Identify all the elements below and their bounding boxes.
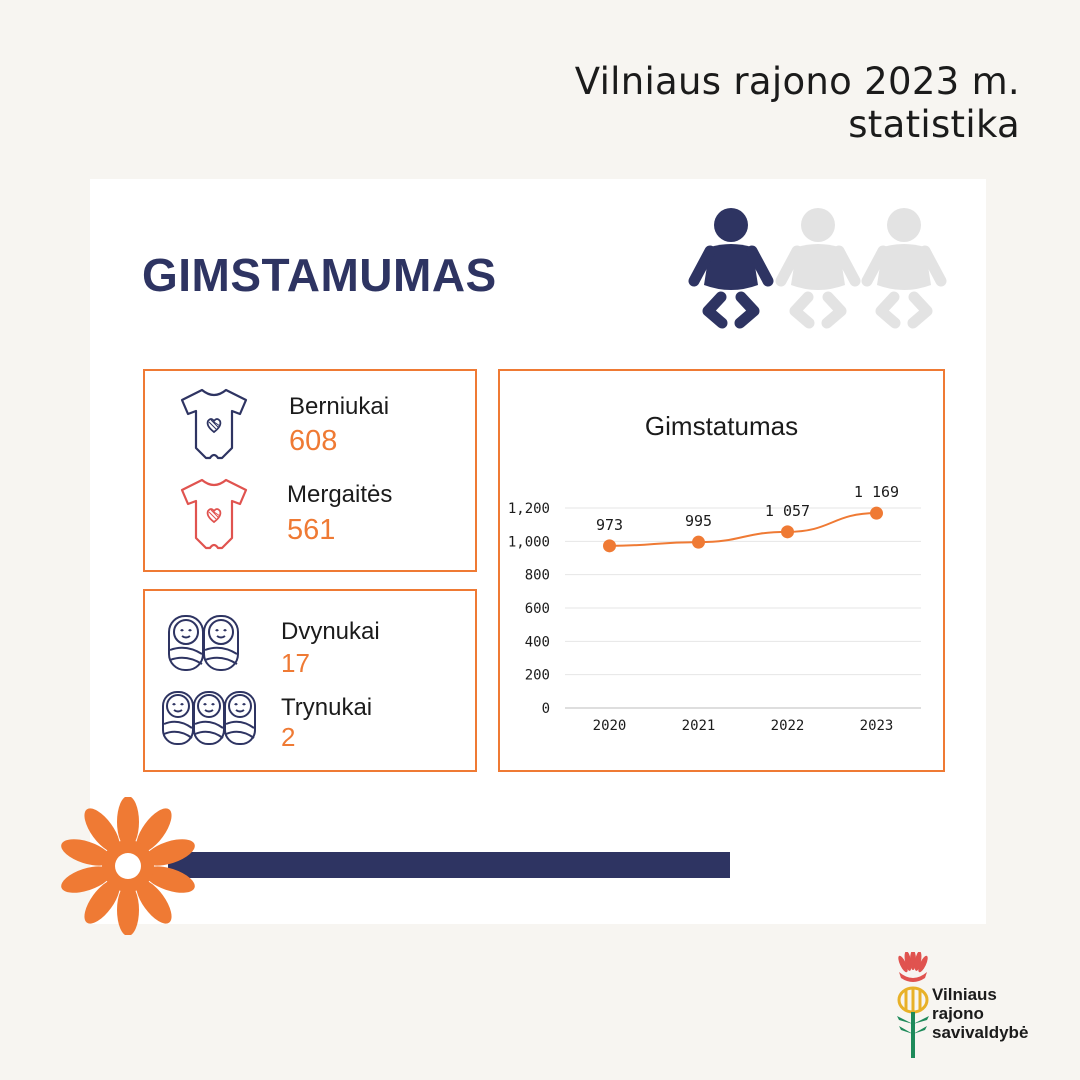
x-tick-label: 2021 xyxy=(682,718,716,734)
x-tick-label: 2020 xyxy=(593,718,627,734)
twins-value: 17 xyxy=(281,648,310,678)
y-tick-label: 1,000 xyxy=(508,534,550,550)
series-line xyxy=(609,512,877,547)
baby-rating xyxy=(688,208,947,329)
flower-petal xyxy=(84,808,120,853)
y-tick-label: 0 xyxy=(542,701,550,717)
girls-label: Mergaitės xyxy=(287,481,393,508)
flower-petal xyxy=(136,808,172,853)
bodysuit-icon xyxy=(180,388,248,460)
girls-value: 561 xyxy=(287,514,336,546)
flower-petal xyxy=(136,879,172,924)
data-label: 1 057 xyxy=(765,502,810,520)
gender-stats-box xyxy=(143,369,477,572)
chart-title: Gimstatumas xyxy=(644,411,799,441)
flower-petal xyxy=(61,866,112,893)
y-tick-label: 400 xyxy=(525,634,550,650)
logo-line-1: Vilniaus xyxy=(932,985,997,1004)
chart-box: Gimstatumas 0 200 400 600 800 1,000 1,200 2020 2… xyxy=(498,369,945,772)
y-tick-label: 200 xyxy=(525,668,550,684)
boys-label: Berniukai xyxy=(289,393,390,420)
twins-label: Dvynukai xyxy=(281,618,380,645)
swaddled-babies-icon xyxy=(162,691,256,745)
data-point xyxy=(781,525,794,539)
data-point xyxy=(692,535,705,549)
logo-line-2: rajono xyxy=(932,1004,984,1023)
decorative-bar xyxy=(168,852,730,878)
page-title: GIMSTAMUMAS xyxy=(142,249,497,301)
flower-petal xyxy=(144,839,195,866)
births-line-chart: 0 200 400 600 800 1,000 1,200 2020 2021 2022 2023 9… xyxy=(508,483,921,734)
triplets-label: Trynukai xyxy=(281,694,373,721)
flower-petal xyxy=(61,839,112,866)
logo-text: Vilniaus rajono savivaldybė xyxy=(932,985,1028,1042)
x-tick-label: 2023 xyxy=(860,718,894,734)
x-tick-label: 2022 xyxy=(771,718,805,734)
flower-icon xyxy=(61,797,195,935)
triplets-value: 2 xyxy=(281,722,296,752)
flower-petal xyxy=(144,866,195,893)
y-tick-label: 1,200 xyxy=(508,501,550,517)
flower-petal xyxy=(117,797,139,848)
data-point xyxy=(870,506,883,520)
bodysuit-icon xyxy=(180,478,248,550)
baby-figure-icon xyxy=(861,208,947,329)
y-tick-label: 600 xyxy=(525,601,550,617)
header-title: Vilniaus rajono 2023 m. statistika xyxy=(574,60,1020,146)
data-label: 973 xyxy=(596,516,623,534)
logo-line-3: savivaldybė xyxy=(932,1023,1029,1042)
baby-figure-icon xyxy=(775,208,861,329)
boys-value: 608 xyxy=(289,425,338,457)
swaddled-babies-icon xyxy=(168,615,239,671)
municipality-logo xyxy=(897,952,929,1058)
data-label: 1 169 xyxy=(854,483,899,501)
flower-petal xyxy=(84,879,120,924)
y-tick-label: 800 xyxy=(525,568,550,584)
data-point xyxy=(603,539,616,553)
data-label: 995 xyxy=(685,512,712,530)
flower-petal xyxy=(117,884,139,935)
baby-figure-icon xyxy=(688,208,774,329)
